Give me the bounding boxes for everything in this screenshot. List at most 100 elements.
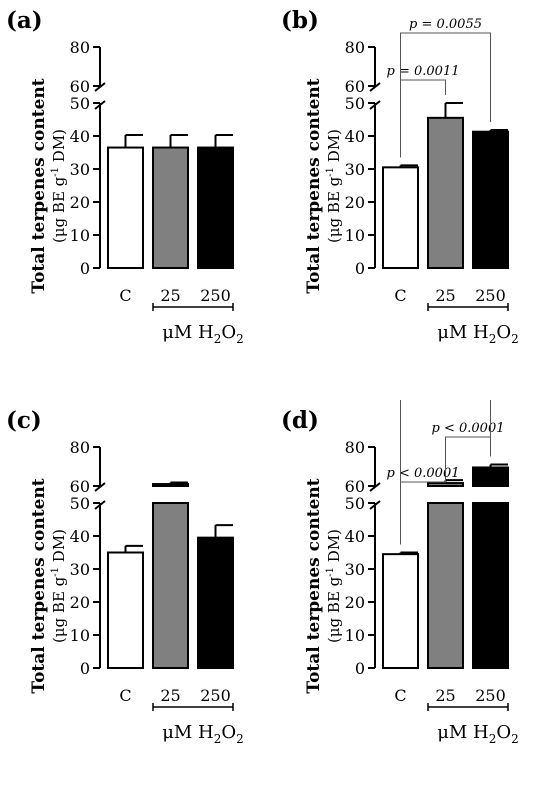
y-axis-unit: (μg BE g-1 DM) [50, 529, 68, 643]
x-group-label-sub: 2 [489, 732, 497, 746]
y-tick-label: 40 [345, 527, 365, 546]
x-tick-label: C [394, 686, 406, 705]
x-group-label-sub: 2 [489, 332, 497, 346]
bar-250 [197, 146, 234, 269]
x-group-label: μM H2O2 [437, 322, 519, 346]
bar-250 [472, 130, 509, 269]
x-group-label-sub: 2 [214, 332, 222, 346]
x-group-label-part: μM H [437, 322, 489, 343]
y-tick-label: 10 [70, 626, 90, 645]
x-group-label-part: O [496, 322, 511, 343]
y-axis-unit-part: (μg BE g [50, 576, 68, 643]
p-value-label: p = 0.0055 [409, 17, 482, 32]
bar-25-upper [152, 483, 189, 488]
x-group-label-part: O [221, 322, 236, 343]
x-tick-label: 250 [200, 286, 231, 305]
y-tick-label: 60 [345, 77, 365, 96]
axis-break-mark [94, 100, 106, 110]
x-tick-label: C [119, 286, 131, 305]
y-tick-label: 0 [80, 659, 90, 678]
axis-break-mark [369, 100, 381, 110]
x-tick-label: 25 [435, 286, 455, 305]
chart-panel-a: (a) 0 10 20 30 40 50 60 80 C 25 250 μM H2O2 Total ter… [0, 0, 275, 400]
x-tick-label: C [119, 686, 131, 705]
y-tick-label: 20 [70, 593, 90, 612]
y-axis-title-group: Total terpenes content (μg BE g-1 DM) [29, 478, 68, 693]
y-tick-label: 30 [70, 160, 90, 179]
y-axis-unit-part: DM) [325, 129, 343, 167]
bar-250 [472, 502, 509, 669]
y-tick-label: 0 [355, 659, 365, 678]
y-axis-unit-part: (μg BE g [50, 176, 68, 243]
y-axis-unit-part: (μg BE g [325, 576, 343, 643]
y-axis-title: Total terpenes content [29, 478, 49, 693]
x-tick-label: C [394, 286, 406, 305]
panel-label: (a) [6, 7, 43, 34]
bar-C [382, 553, 419, 669]
y-tick-label: 50 [345, 494, 365, 513]
y-axis-unit: (μg BE g-1 DM) [325, 129, 343, 243]
bar-25 [152, 146, 189, 269]
y-tick-label: 30 [70, 560, 90, 579]
significance-bracket [400, 32, 491, 158]
bar-250 [197, 536, 234, 669]
y-axis-unit: (μg BE g-1 DM) [50, 129, 68, 243]
x-group-label-sub: 2 [236, 732, 244, 746]
chart-panel-b: (b) 0 10 20 30 40 50 60 80 C 25 250 μM H2O2 Total ter… [275, 0, 550, 400]
y-tick-label: 60 [70, 77, 90, 96]
chart-panel-d: (d) 0 10 20 30 40 50 60 80 C 25 250 μM H2O2 Total ter… [275, 400, 550, 800]
axis-break-mark [369, 500, 381, 510]
y-axis-unit-part: DM) [50, 129, 68, 167]
y-tick-label: 60 [70, 477, 90, 496]
bar-C [382, 166, 419, 270]
y-axis-title: Total terpenes content [304, 478, 324, 693]
x-group-label-part: μM H [437, 722, 489, 743]
y-tick-label: 80 [345, 38, 365, 57]
y-axis-title: Total terpenes content [304, 78, 324, 293]
x-tick-label: 250 [475, 686, 506, 705]
y-tick-label: 20 [70, 193, 90, 212]
y-axis-title-group: Total terpenes content (μg BE g-1 DM) [304, 478, 343, 693]
x-group-label-sub: 2 [236, 332, 244, 346]
y-tick-label: 80 [345, 438, 365, 457]
bar-25 [427, 502, 464, 669]
x-group-label-sub: 2 [214, 732, 222, 746]
x-group-label-part: O [496, 722, 511, 743]
y-tick-label: 20 [345, 593, 365, 612]
y-tick-label: 0 [355, 259, 365, 278]
y-tick-label: 50 [70, 494, 90, 513]
x-group-label: μM H2O2 [162, 322, 244, 346]
bar-25-upper [427, 482, 464, 487]
y-tick-label: 10 [70, 226, 90, 245]
y-tick-label: 80 [70, 38, 90, 57]
x-group-label: μM H2O2 [162, 722, 244, 746]
bar-C [107, 146, 144, 269]
x-tick-label: 250 [475, 286, 506, 305]
p-value-label: p < 0.0001 [387, 466, 460, 481]
panel-label: (d) [281, 407, 319, 434]
y-axis-unit: (μg BE g-1 DM) [325, 529, 343, 643]
y-tick-label: 30 [345, 160, 365, 179]
x-tick-label: 250 [200, 686, 231, 705]
y-axis-title-group: Total terpenes content (μg BE g-1 DM) [29, 78, 68, 293]
y-tick-label: 0 [80, 259, 90, 278]
y-tick-label: 10 [345, 226, 365, 245]
axis-break-mark [94, 500, 106, 510]
chart-panel-c: (c) 0 10 20 30 40 50 60 80 C 25 250 μM H2O2 Total ter… [0, 400, 275, 800]
p-value-label: p < 0.0001 [432, 421, 505, 436]
bar-25 [152, 502, 189, 669]
y-axis-unit-sup: -1 [325, 167, 336, 177]
y-tick-label: 10 [345, 626, 365, 645]
bar-250-upper [472, 466, 509, 487]
y-axis-unit-sup: -1 [50, 167, 61, 177]
x-group-label: μM H2O2 [437, 722, 519, 746]
y-tick-label: 30 [345, 560, 365, 579]
panel-label: (b) [281, 7, 319, 34]
y-axis-unit-part: DM) [325, 529, 343, 567]
x-group-label-part: μM H [162, 322, 214, 343]
x-group-label-part: O [221, 722, 236, 743]
y-tick-label: 50 [345, 94, 365, 113]
